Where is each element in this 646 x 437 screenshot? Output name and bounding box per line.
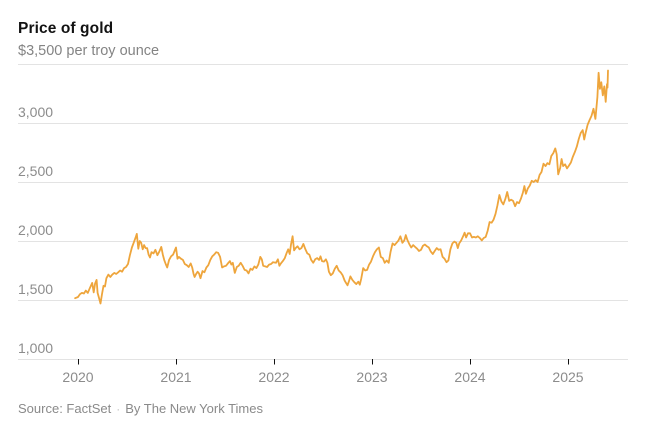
x-axis-label: 2021: [160, 369, 191, 385]
x-axis-label: 2022: [258, 369, 289, 385]
y-axis-label: 2,000: [18, 222, 53, 238]
x-axis-label: 2024: [454, 369, 485, 385]
y-axis-label: 2,500: [18, 163, 53, 179]
chart-footer: Source: FactSet · By The New York Times: [18, 401, 263, 416]
x-axis-label: 2023: [356, 369, 387, 385]
x-axis-label: 2020: [62, 369, 93, 385]
chart-title: Price of gold: [18, 20, 114, 37]
x-axis-label: 2025: [552, 369, 583, 385]
y-axis-label: 3,000: [18, 104, 53, 120]
y-axis-label: 1,500: [18, 281, 53, 297]
dot-separator-icon: ·: [116, 402, 121, 416]
y-axis-label: 1,000: [18, 340, 53, 356]
gold-price-line-series: [74, 69, 609, 305]
chart-subtitle-unit-label: $3,500 per troy ounce: [18, 43, 160, 59]
byline: By The New York Times: [125, 401, 263, 416]
source-credit: Source: FactSet: [18, 401, 112, 416]
